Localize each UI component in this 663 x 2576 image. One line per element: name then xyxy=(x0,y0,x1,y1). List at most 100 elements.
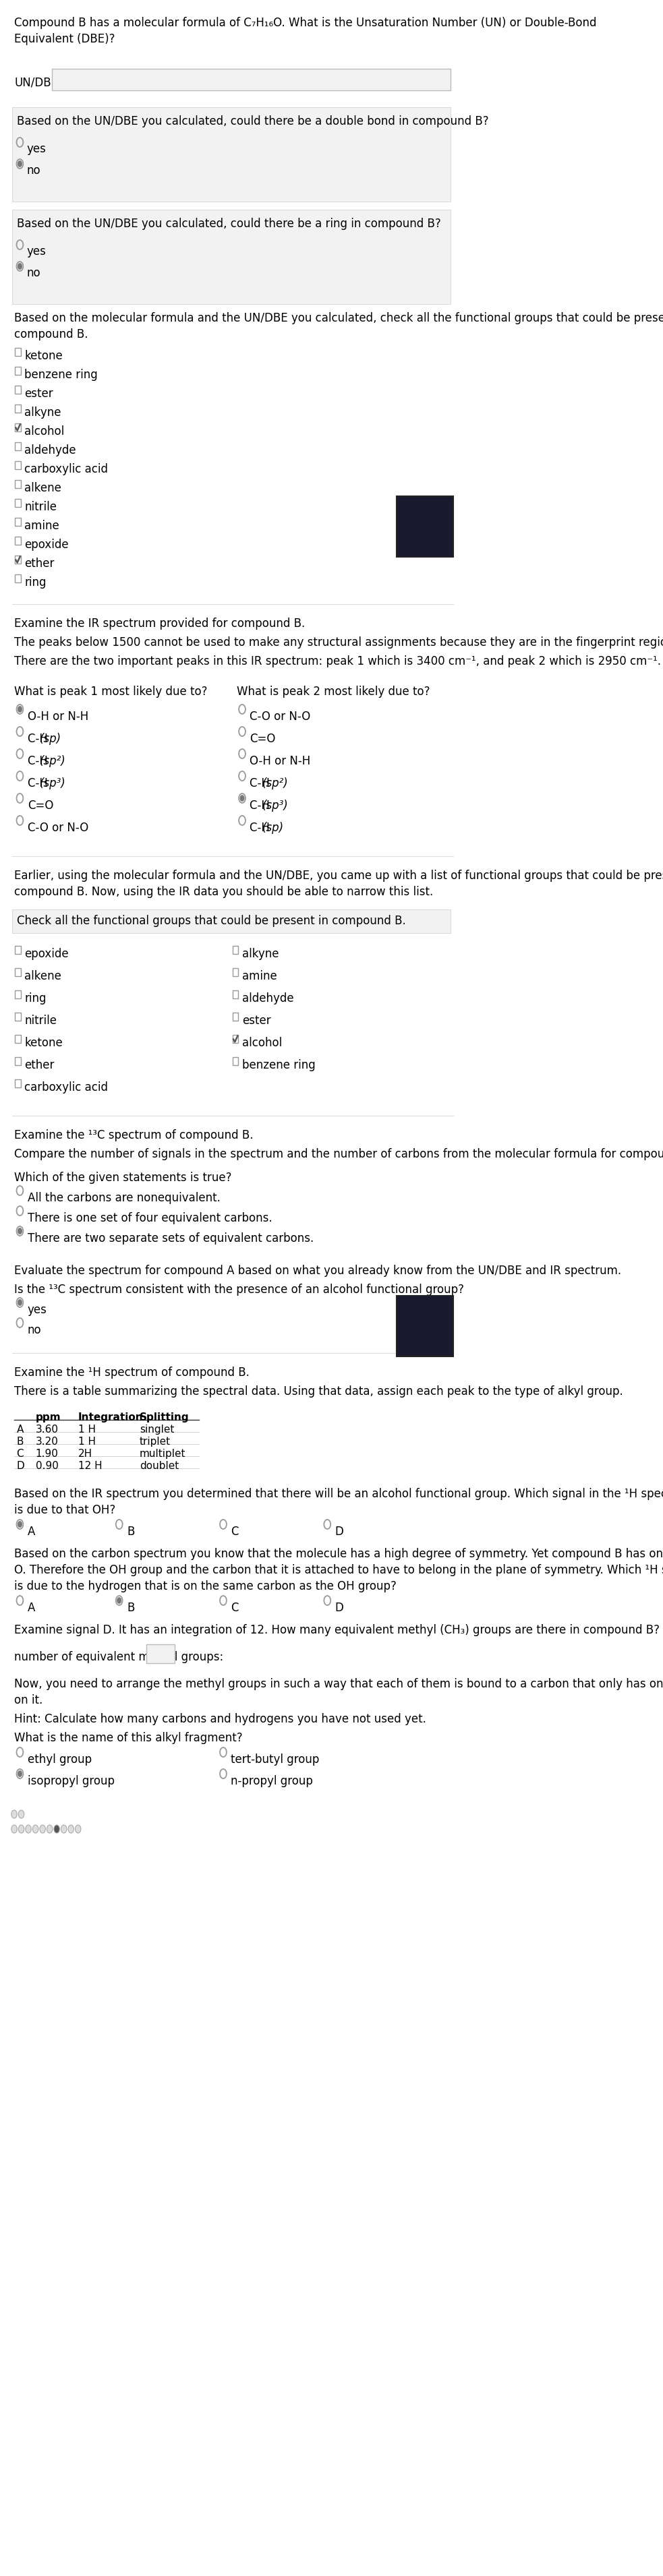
Text: singlet: singlet xyxy=(139,1425,174,1435)
Circle shape xyxy=(18,1229,22,1234)
Text: Which of the given statements is true?: Which of the given statements is true? xyxy=(14,1172,231,1185)
Text: Based on the carbon spectrum you know that the molecule has a high degree of sym: Based on the carbon spectrum you know th… xyxy=(14,1548,663,1561)
Text: 4: 4 xyxy=(151,1649,157,1659)
Text: yes: yes xyxy=(27,142,46,155)
Text: epoxide: epoxide xyxy=(25,948,69,961)
Text: yes: yes xyxy=(27,1303,47,1316)
Circle shape xyxy=(75,1824,81,1834)
Text: D: D xyxy=(17,1461,25,1471)
Text: What is the name of this alkyl fragment?: What is the name of this alkyl fragment? xyxy=(14,1731,243,1744)
Text: (sp²): (sp²) xyxy=(262,778,288,788)
Text: carboxylic acid: carboxylic acid xyxy=(25,1082,108,1092)
Bar xyxy=(233,945,239,953)
Text: benzene ring: benzene ring xyxy=(25,368,98,381)
Circle shape xyxy=(61,1824,67,1834)
Bar xyxy=(15,422,21,430)
Text: alkyne: alkyne xyxy=(242,948,279,961)
Text: A: A xyxy=(17,1425,24,1435)
Text: compound B. Now, using the IR data you should be able to narrow this list.: compound B. Now, using the IR data you s… xyxy=(14,886,433,899)
Text: (sp): (sp) xyxy=(40,732,62,744)
Circle shape xyxy=(11,1824,17,1834)
Circle shape xyxy=(18,1522,22,1528)
Text: Splitting: Splitting xyxy=(139,1412,189,1422)
Text: There is a table summarizing the spectral data. Using that data, assign each pea: There is a table summarizing the spectra… xyxy=(14,1386,623,1399)
Text: amine: amine xyxy=(242,971,277,981)
Text: C-O or N-O: C-O or N-O xyxy=(250,711,310,724)
Text: C-H: C-H xyxy=(250,778,273,788)
Text: number of equivalent methyl groups:: number of equivalent methyl groups: xyxy=(14,1651,223,1664)
Text: ethyl group: ethyl group xyxy=(27,1754,91,1765)
Text: compound B.: compound B. xyxy=(14,327,88,340)
Bar xyxy=(147,1643,175,1664)
Text: C: C xyxy=(231,1602,239,1615)
Circle shape xyxy=(32,1824,38,1834)
Text: C-H: C-H xyxy=(250,799,273,811)
Circle shape xyxy=(240,796,244,801)
Bar xyxy=(233,989,239,999)
Circle shape xyxy=(18,263,22,270)
Text: epoxide: epoxide xyxy=(25,538,69,551)
Circle shape xyxy=(54,1824,60,1834)
Text: no: no xyxy=(27,268,40,278)
Text: Examine the IR spectrum provided for compound B.: Examine the IR spectrum provided for com… xyxy=(14,618,305,629)
Text: C: C xyxy=(17,1448,24,1458)
Text: D: D xyxy=(335,1602,343,1615)
Text: B: B xyxy=(127,1602,135,1615)
Text: What is peak 1 most likely due to?: What is peak 1 most likely due to? xyxy=(14,685,208,698)
Circle shape xyxy=(18,160,22,167)
Text: ketone: ketone xyxy=(25,350,63,363)
Text: 1.90: 1.90 xyxy=(36,1448,58,1458)
Text: A: A xyxy=(27,1525,35,1538)
Bar xyxy=(15,366,21,376)
Circle shape xyxy=(19,1824,24,1834)
Text: 0.90: 0.90 xyxy=(36,1461,58,1471)
Bar xyxy=(233,1036,239,1043)
Text: (sp³): (sp³) xyxy=(40,778,66,788)
Text: alcohol: alcohol xyxy=(242,1038,282,1048)
Bar xyxy=(15,518,21,526)
Bar xyxy=(233,1056,239,1066)
Circle shape xyxy=(40,1824,45,1834)
Circle shape xyxy=(19,1811,24,1819)
Text: All the carbons are nonequivalent.: All the carbons are nonequivalent. xyxy=(27,1193,220,1203)
Text: ring: ring xyxy=(25,992,46,1005)
Text: Is the ¹³C spectrum consistent with the presence of an alcohol functional group?: Is the ¹³C spectrum consistent with the … xyxy=(14,1283,464,1296)
Circle shape xyxy=(18,1770,22,1777)
Circle shape xyxy=(18,1298,22,1306)
Text: A: A xyxy=(27,1602,35,1615)
Text: (sp²): (sp²) xyxy=(40,755,66,768)
Bar xyxy=(15,461,21,469)
Text: ether: ether xyxy=(25,1059,54,1072)
Text: benzene ring: benzene ring xyxy=(242,1059,316,1072)
Text: amine: amine xyxy=(25,520,60,531)
Text: D: D xyxy=(335,1525,343,1538)
Text: multiplet: multiplet xyxy=(139,1448,186,1458)
Text: Compare the number of signals in the spectrum and the number of carbons from the: Compare the number of signals in the spe… xyxy=(14,1149,663,1159)
Text: Examine the ¹³C spectrum of compound B.: Examine the ¹³C spectrum of compound B. xyxy=(14,1128,253,1141)
Text: (sp): (sp) xyxy=(262,822,284,835)
Text: alkene: alkene xyxy=(25,482,62,495)
Text: 1 H: 1 H xyxy=(78,1437,95,1448)
Text: on it.: on it. xyxy=(14,1695,42,1705)
Bar xyxy=(15,969,21,976)
Text: Examine signal D. It has an integration of 12. How many equivalent methyl (CH₃) : Examine signal D. It has an integration … xyxy=(14,1623,660,1636)
Text: Based on the UN/DBE you calculated, could there be a ring in compound B?: Based on the UN/DBE you calculated, coul… xyxy=(17,219,441,229)
Text: n-propyl group: n-propyl group xyxy=(231,1775,313,1788)
Text: B: B xyxy=(127,1525,135,1538)
Text: 2H: 2H xyxy=(78,1448,92,1458)
Text: Based on the IR spectrum you determined that there will be an alcohol functional: Based on the IR spectrum you determined … xyxy=(14,1489,663,1499)
Text: Hint: Calculate how many carbons and hydrogens you have not used yet.: Hint: Calculate how many carbons and hyd… xyxy=(14,1713,426,1726)
Bar xyxy=(15,989,21,999)
Bar xyxy=(15,1012,21,1020)
Bar xyxy=(15,536,21,544)
Circle shape xyxy=(18,706,22,711)
Text: is due to the hydrogen that is on the same carbon as the OH group?: is due to the hydrogen that is on the sa… xyxy=(14,1579,396,1592)
Bar xyxy=(15,404,21,412)
Bar xyxy=(12,909,451,933)
Text: 0: 0 xyxy=(56,75,62,85)
FancyBboxPatch shape xyxy=(396,1296,453,1358)
Text: triplet: triplet xyxy=(139,1437,170,1448)
Text: alcohol: alcohol xyxy=(25,425,64,438)
Bar xyxy=(15,945,21,953)
Text: no: no xyxy=(27,1324,41,1337)
